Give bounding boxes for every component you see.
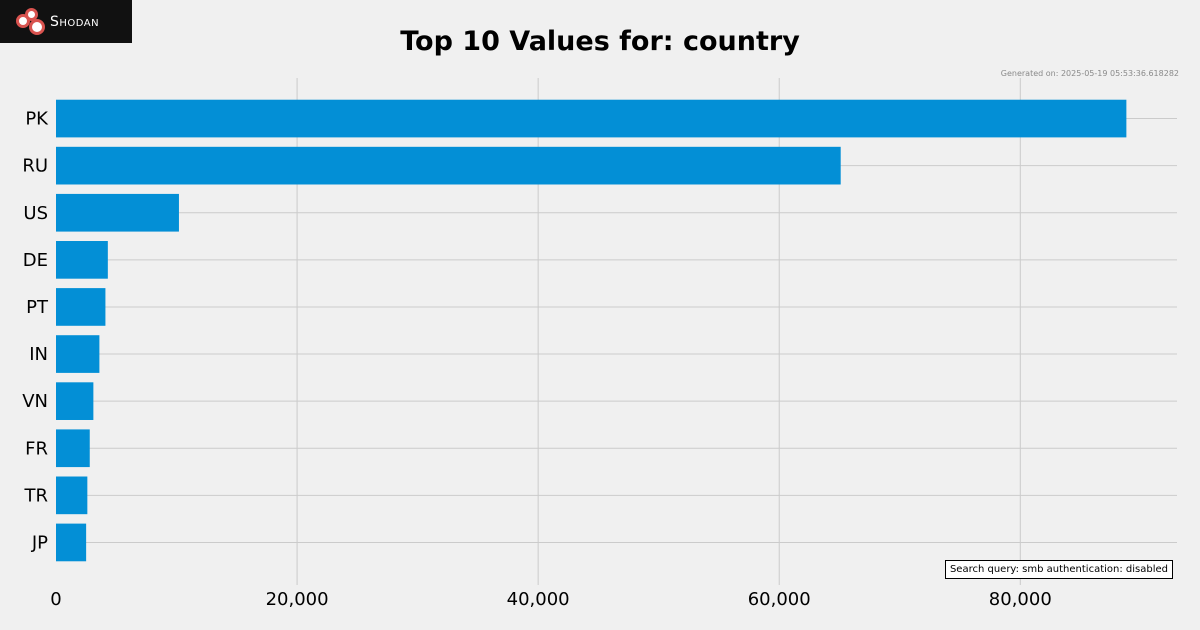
bar-tr <box>56 476 88 515</box>
bar-ru <box>56 146 841 185</box>
x-tick-label: 20,000 <box>266 589 329 610</box>
y-tick-label: JP <box>31 532 48 553</box>
bar-pt <box>56 288 106 326</box>
logo-text: Shodan <box>50 13 100 30</box>
y-tick-label: TR <box>23 485 48 506</box>
y-tick-label: VN <box>22 391 48 412</box>
y-tick-label: DE <box>23 250 48 271</box>
bar-in <box>56 335 100 373</box>
bar-jp <box>56 523 87 562</box>
y-tick-label: PK <box>25 109 49 130</box>
shodan-logo: Shodan <box>0 0 132 43</box>
bar-pk <box>56 99 1127 138</box>
shodan-logo-icon <box>16 7 46 36</box>
x-tick-label: 0 <box>50 589 61 610</box>
y-tick-label: PT <box>26 297 49 318</box>
chart-title: Top 10 Values for: country <box>400 26 800 57</box>
y-tick-label: FR <box>25 438 48 459</box>
x-tick-label: 80,000 <box>989 589 1052 610</box>
y-tick-label: RU <box>22 156 48 177</box>
search-query-box: Search query: smb authentication: disabl… <box>944 560 1173 579</box>
bar-fr <box>56 429 90 468</box>
x-tick-label: 40,000 <box>507 589 570 610</box>
bar-de <box>56 241 108 279</box>
y-tick-label: US <box>23 203 48 224</box>
y-tick-label: IN <box>29 344 48 365</box>
x-tick-label: 60,000 <box>748 589 811 610</box>
bar-vn <box>56 382 94 420</box>
bar-us <box>56 193 179 232</box>
generated-timestamp: Generated on: 2025-05-19 05:53:36.618282 <box>1000 69 1179 78</box>
